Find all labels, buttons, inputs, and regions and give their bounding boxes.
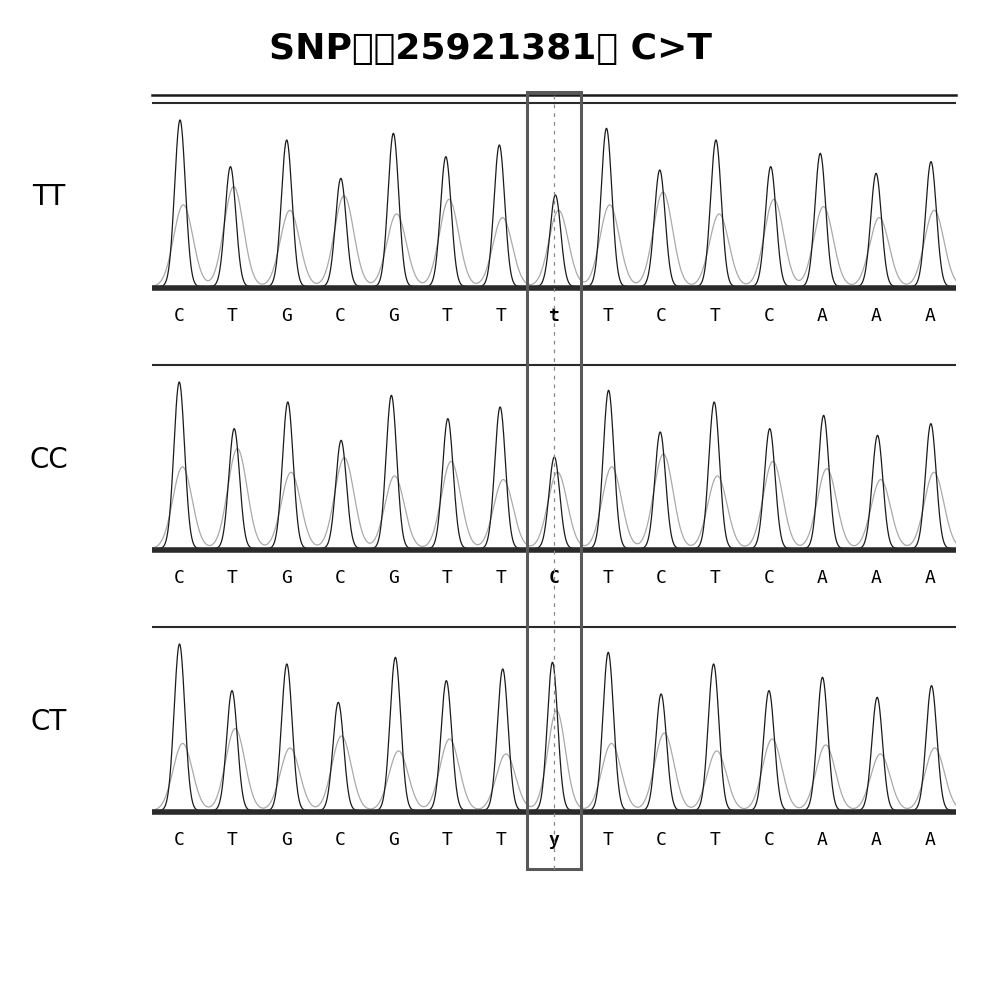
Text: T: T [602,831,613,849]
Text: A: A [817,569,828,587]
Text: C: C [763,569,774,587]
Text: t: t [548,307,560,325]
Text: C: C [656,569,667,587]
Text: A: A [924,307,935,325]
Text: T: T [441,307,452,325]
Text: G: G [387,569,399,587]
Text: CC: CC [29,446,69,474]
Text: T: T [227,831,238,849]
Text: A: A [870,569,882,587]
Text: G: G [281,307,291,325]
Text: y: y [548,831,560,849]
Text: C: C [174,307,184,325]
Text: TT: TT [32,183,66,211]
Text: A: A [870,831,882,849]
Text: CT: CT [31,708,67,736]
Text: G: G [281,569,291,587]
Text: A: A [924,569,935,587]
Text: T: T [227,569,238,587]
Text: C: C [335,569,345,587]
Text: C: C [656,307,667,325]
Text: T: T [227,307,238,325]
Text: T: T [495,831,506,849]
Text: A: A [817,307,828,325]
Text: C: C [763,307,774,325]
Text: C: C [335,307,345,325]
Text: G: G [387,307,399,325]
Text: C: C [656,831,667,849]
Text: C: C [763,831,774,849]
Text: T: T [495,569,506,587]
Text: C: C [548,569,560,587]
Text: C: C [174,569,184,587]
Text: T: T [495,307,506,325]
Text: G: G [281,831,291,849]
Text: G: G [387,831,399,849]
Text: SNP位点25921381： C>T: SNP位点25921381： C>T [269,32,712,66]
Text: A: A [870,307,882,325]
Text: T: T [709,569,721,587]
Text: T: T [602,307,613,325]
Text: A: A [924,831,935,849]
Text: T: T [441,831,452,849]
Text: C: C [335,831,345,849]
Text: T: T [602,569,613,587]
Text: T: T [441,569,452,587]
Text: A: A [817,831,828,849]
Text: T: T [709,831,721,849]
Text: T: T [709,307,721,325]
Text: C: C [174,831,184,849]
